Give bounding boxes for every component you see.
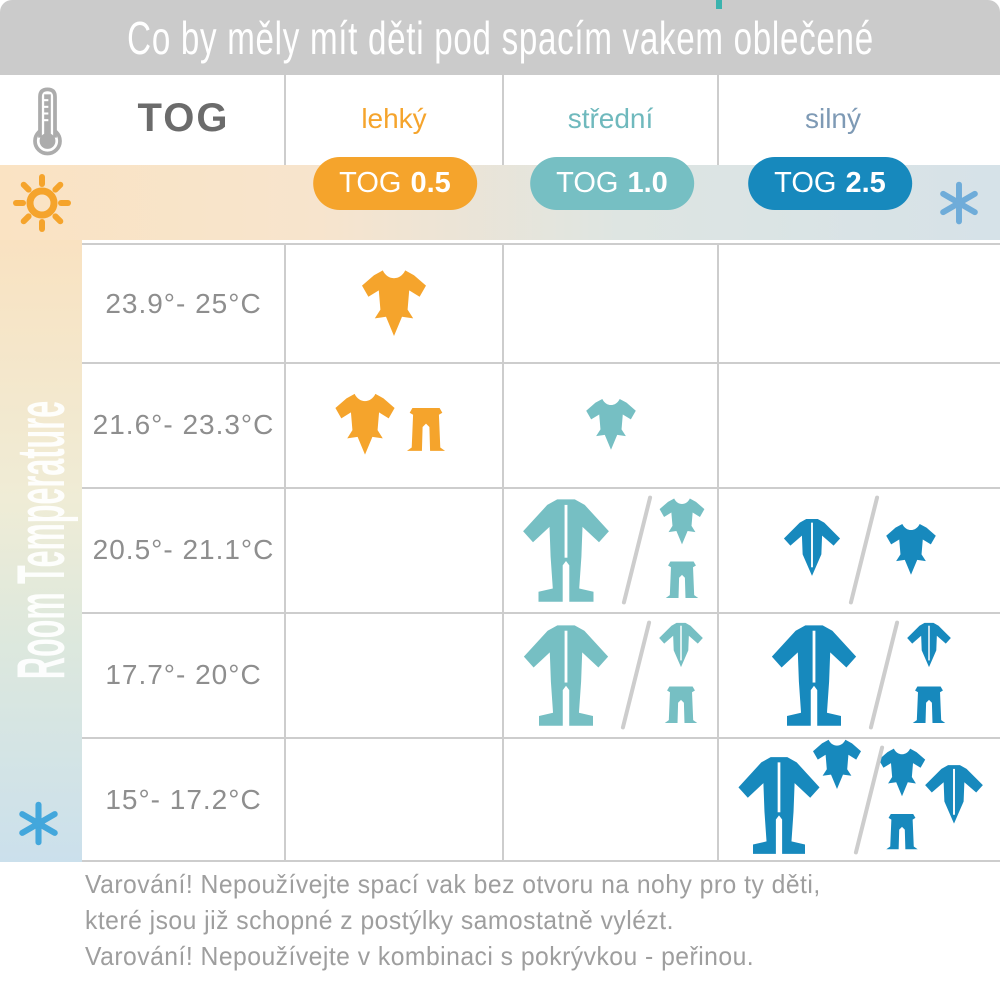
- pants-icon: [392, 391, 460, 459]
- grid-line: [82, 737, 1000, 739]
- clothing-cell: [285, 245, 503, 362]
- pajama-footed-icon: [760, 621, 868, 729]
- clothing-option: [900, 619, 958, 730]
- clothing-cell: [285, 487, 503, 612]
- bodysuit-long-icon: [653, 619, 709, 675]
- grid-line: [717, 75, 719, 165]
- temp-label: 23.9°- 25°C: [105, 287, 262, 319]
- option-divider-slash: [868, 619, 900, 730]
- bodysuit-short-icon: [328, 388, 402, 462]
- grid-line: [717, 243, 719, 860]
- clothing-cell: [718, 737, 1000, 862]
- option-divider-slash: [848, 494, 880, 605]
- clothing-cell: [285, 737, 503, 862]
- warning-line: které jsou již schopné z postýlky samost…: [85, 905, 674, 935]
- page-title: Co by měly mít děti pod spacím vakem obl…: [126, 11, 874, 64]
- clothing-cell: [718, 362, 1000, 487]
- clothing-option: [328, 388, 460, 462]
- grid-line: [284, 243, 286, 860]
- clothing-cell: [718, 612, 1000, 737]
- grid-line: [82, 362, 1000, 364]
- clothing-option: [580, 394, 642, 456]
- pill-value: 2.5: [845, 167, 886, 199]
- grid-line: [82, 860, 1000, 862]
- clothing-option: [652, 619, 710, 730]
- pants-icon: [653, 547, 711, 605]
- clothing-cell: [503, 737, 718, 862]
- title-bar: Co by měly mít děti pod spacím vakem obl…: [0, 0, 1000, 75]
- pill-value: 1.0: [627, 167, 668, 199]
- temp-label: 20.5°- 21.1°C: [92, 533, 275, 565]
- pill-prefix: TOG: [339, 167, 402, 199]
- thermometer-icon: [33, 87, 62, 156]
- bodysuit-short-icon: [354, 264, 434, 344]
- grid-line: [284, 75, 286, 165]
- grid-line: [82, 612, 1000, 614]
- bodysuit-short-icon: [654, 494, 710, 550]
- warning-line: Varování! Nepoužívejte spací vak bez otv…: [85, 869, 821, 899]
- column-label-silny: silný: [804, 103, 861, 134]
- sun-icon: [13, 174, 71, 232]
- bodysuit-short-icon: [880, 519, 942, 581]
- clothing-cell: [503, 245, 718, 362]
- clothing-option: [512, 621, 620, 729]
- clothing-option: [727, 743, 831, 857]
- pill-value: 0.5: [410, 167, 451, 199]
- option-divider-slash: [621, 494, 652, 605]
- snowflake-left-icon: [16, 801, 61, 846]
- tog-header: TOG: [137, 95, 230, 140]
- pajama-footed-icon: [511, 495, 621, 605]
- clothing-cell: [718, 245, 1000, 362]
- clothing-cell: [503, 612, 718, 737]
- temp-label: 15°- 17.2°C: [105, 783, 262, 815]
- clothing-option: [653, 494, 711, 605]
- clothing-option: [880, 519, 942, 581]
- pajama-footed-icon: [512, 621, 620, 729]
- clothing-cell: [503, 362, 718, 487]
- snowflake-right-icon: [937, 181, 981, 225]
- warning-line: Varování! Nepoužívejte v kombinaci s pok…: [85, 941, 755, 971]
- warnings: Varování! Nepoužívejte spací vak bez otv…: [85, 866, 950, 974]
- temp-label: 17.7°- 20°C: [105, 658, 262, 690]
- clothing-cell: [285, 362, 503, 487]
- grid-line: [502, 75, 504, 165]
- tog-pill-stredni: TOG 1.0: [530, 157, 694, 210]
- clothing-cell: [718, 487, 1000, 612]
- tog-pill-lehky: TOG 0.5: [313, 157, 477, 210]
- clothing-option: [760, 621, 868, 729]
- clothing-option: [354, 264, 434, 344]
- column-label-stredni: střední: [567, 103, 654, 134]
- room-temperature-sidebar: [0, 240, 82, 862]
- clothing-option: [511, 495, 621, 605]
- option-divider-slash: [620, 619, 651, 730]
- logo-tick: [716, 0, 722, 9]
- tog-pill-silny: TOG 2.5: [748, 157, 912, 210]
- pill-prefix: TOG: [774, 167, 837, 199]
- grid-line: [502, 243, 504, 860]
- pill-prefix: TOG: [556, 167, 619, 199]
- pants-icon: [900, 672, 958, 730]
- column-label-lehky: lehký: [361, 103, 427, 134]
- clothing-option: [776, 514, 848, 586]
- pants-icon: [652, 672, 710, 730]
- bodysuit-long-icon: [901, 619, 957, 675]
- clothing-cell: [503, 487, 718, 612]
- bodysuit-short-icon: [580, 394, 642, 456]
- clothing-cell: [285, 612, 503, 737]
- grid-line: [82, 243, 1000, 245]
- temp-label: 21.6°- 23.3°C: [92, 408, 275, 440]
- bodysuit-long-icon: [917, 760, 991, 834]
- bodysuit-long-icon: [776, 514, 848, 586]
- bodysuit-short-icon: [807, 735, 867, 795]
- clothing-option: [873, 744, 991, 856]
- grid-line: [82, 487, 1000, 489]
